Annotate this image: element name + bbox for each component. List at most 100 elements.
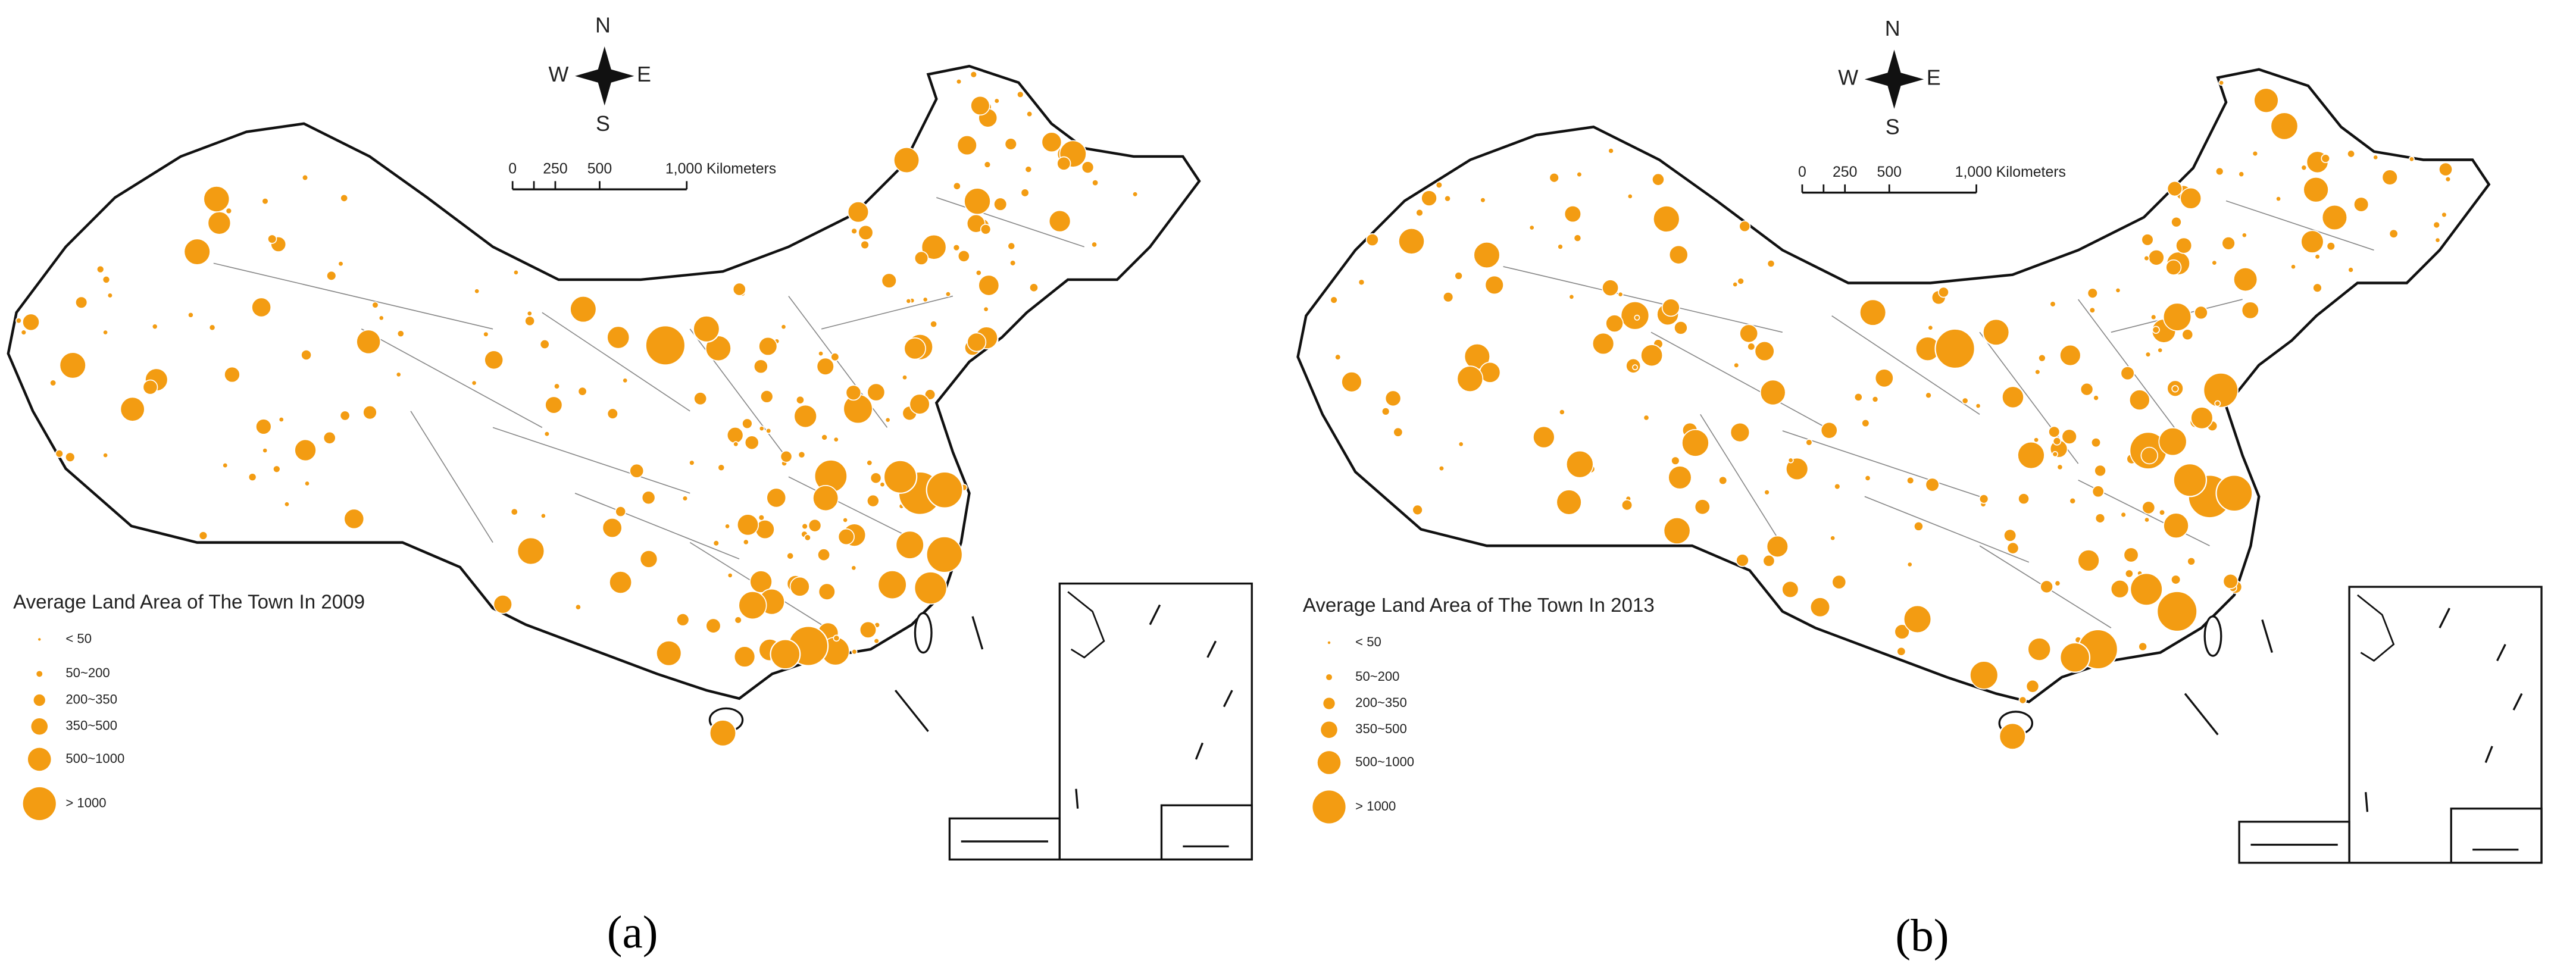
town-symbol (2148, 249, 2165, 266)
town-symbol (203, 186, 230, 212)
town-symbol (780, 324, 787, 330)
scale-label: 1,000 Kilometers (665, 161, 776, 177)
sea-dash (1075, 788, 1079, 809)
town-symbol (75, 296, 88, 309)
town-symbol (766, 487, 787, 508)
town-symbol (812, 484, 839, 512)
town-symbol (2222, 573, 2239, 589)
town-symbol (879, 481, 886, 488)
town-symbol (1764, 489, 1770, 496)
town-symbol (2171, 385, 2179, 393)
town-symbol (895, 530, 924, 559)
town-symbol (726, 426, 744, 444)
town-symbol (793, 404, 817, 428)
town-symbol (645, 325, 686, 366)
town-symbol (921, 234, 947, 260)
town-symbol (2003, 528, 2017, 542)
town-symbol (1568, 293, 1575, 300)
compass-label: N (595, 13, 611, 37)
town-symbol (1565, 450, 1594, 478)
town-symbol (780, 450, 793, 463)
town-symbol (1694, 499, 1711, 515)
town-symbol (808, 518, 822, 533)
town-symbol (1737, 277, 1745, 285)
town-symbol (1661, 298, 1680, 317)
town-symbol (539, 339, 550, 350)
town-symbol (2128, 389, 2150, 411)
town-symbol (340, 193, 349, 202)
town-symbol (602, 517, 623, 539)
town-symbol (1759, 379, 1786, 406)
town-symbol (278, 416, 285, 423)
town-symbol (2270, 112, 2299, 140)
town-symbol (2321, 154, 2331, 164)
town-symbol (2141, 233, 2154, 246)
town-symbol (786, 552, 795, 560)
town-symbol (483, 331, 489, 337)
legend-label: 200~350 (65, 691, 117, 706)
town-symbol (1663, 517, 1691, 545)
town-symbol (1029, 283, 1039, 293)
town-symbol (1820, 421, 1838, 439)
town-symbol (512, 269, 519, 276)
town-symbol (2158, 509, 2166, 516)
town-symbol (183, 237, 211, 266)
town-symbol (1557, 243, 1564, 250)
town-symbol (2172, 463, 2208, 497)
compass-label: N (1885, 17, 1900, 40)
town-symbol (1733, 362, 1740, 369)
province-border (2077, 299, 2177, 431)
legend-symbol (1321, 721, 1337, 739)
town-symbol (615, 506, 627, 517)
compass-star (575, 46, 634, 106)
town-symbol (2094, 513, 2106, 524)
town-symbol (2253, 87, 2279, 113)
town-symbol (151, 323, 158, 330)
town-symbol (1020, 188, 1030, 198)
town-symbol (142, 379, 158, 395)
town-symbol (736, 514, 759, 536)
province-border (213, 262, 493, 330)
legend-symbol (33, 694, 45, 706)
town-symbol (970, 71, 978, 79)
town-symbol (676, 613, 690, 627)
town-symbol (323, 431, 336, 445)
province-border (936, 197, 1084, 248)
town-symbol (1961, 397, 1969, 405)
town-symbol (1415, 208, 1424, 217)
town-symbol (569, 295, 598, 323)
sea-dash (1223, 690, 1233, 708)
town-symbol (2017, 441, 2045, 470)
panel-caption: (b) (1895, 909, 1949, 960)
town-symbol (1381, 407, 1390, 416)
town-symbol (1853, 392, 1863, 402)
town-symbol (1874, 368, 1894, 388)
town-symbol (749, 570, 773, 593)
town-symbol (2187, 556, 2196, 566)
town-symbol (765, 427, 772, 434)
town-symbol (816, 357, 834, 376)
town-symbol (753, 359, 768, 374)
town-symbol (1978, 494, 1989, 504)
town-symbol (304, 480, 311, 487)
town-symbol (1421, 190, 1437, 206)
town-symbol (248, 473, 257, 482)
town-symbol (656, 640, 682, 667)
town-symbol (975, 269, 982, 276)
town-symbol (2052, 450, 2059, 458)
town-symbol (273, 465, 281, 474)
town-symbol (1556, 489, 1582, 515)
town-symbol (2087, 287, 2098, 299)
town-symbol (1330, 296, 1338, 304)
sea-dash (2184, 693, 2219, 736)
town-symbol (2033, 437, 2040, 443)
sea-dash (895, 689, 929, 733)
town-symbol (1632, 364, 1639, 371)
legend-label: 500~1000 (65, 751, 124, 766)
town-symbol (371, 301, 379, 309)
town-symbol (2059, 344, 2081, 367)
town-symbol (208, 324, 216, 331)
town-symbol (2124, 569, 2134, 578)
scale-label: 0 (508, 161, 517, 177)
town-symbol (2144, 351, 2152, 358)
